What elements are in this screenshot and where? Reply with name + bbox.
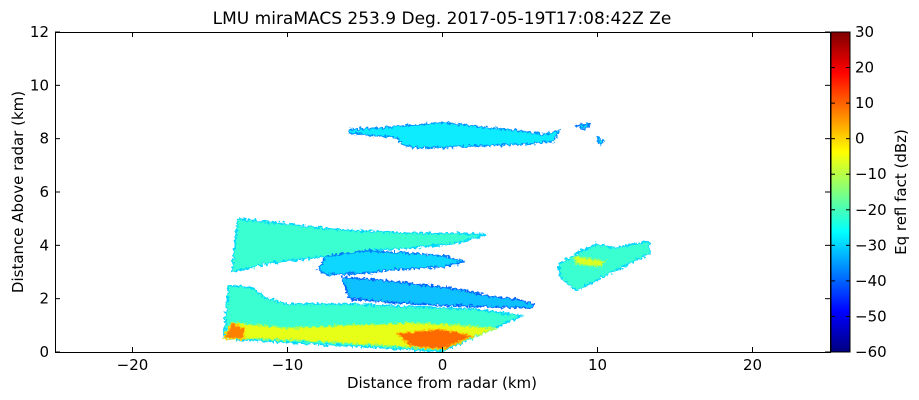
chart-title: LMU miraMACS 253.9 Deg. 2017-05-19T17:08… xyxy=(213,9,672,29)
colorbar-tick-label: −40 xyxy=(855,272,887,290)
echo-region xyxy=(340,276,536,309)
x-tick-label: −10 xyxy=(272,356,304,374)
echo-region xyxy=(573,255,607,268)
colorbar-tick-label: −10 xyxy=(855,165,887,183)
echo-region xyxy=(317,249,466,276)
y-axis-label: Distance Above radar (km) xyxy=(9,91,27,293)
colorbar-tick-label: 0 xyxy=(855,130,865,148)
y-tick-label: 12 xyxy=(30,23,49,41)
colorbar-tick-label: 20 xyxy=(855,59,874,77)
y-axis: 0 2 4 6 8 10 12 xyxy=(30,23,830,361)
echo-regions xyxy=(222,121,652,352)
echo-region xyxy=(230,217,487,273)
x-tick-label: 10 xyxy=(588,356,607,374)
colorbar-tick-label: −20 xyxy=(855,201,887,219)
echo-region xyxy=(394,328,476,351)
x-tick-label: −20 xyxy=(117,356,149,374)
y-tick-label: 4 xyxy=(39,236,49,254)
echo-region xyxy=(575,123,592,131)
colorbar-label: Eq refl fact (dBz) xyxy=(892,129,910,255)
echo-region xyxy=(222,321,245,340)
y-tick-label: 6 xyxy=(39,183,49,201)
colorbar: −60 −50 −40 −30 −20 −10 0 10 20 30 xyxy=(830,23,887,361)
y-tick-label: 0 xyxy=(39,343,49,361)
y-tick-label: 8 xyxy=(39,130,49,148)
echo-region xyxy=(596,134,605,146)
echo-region xyxy=(348,121,561,149)
x-axis-label: Distance from radar (km) xyxy=(347,374,537,392)
echo-region xyxy=(557,240,652,292)
y-tick-label: 2 xyxy=(39,290,49,308)
x-tick-label: 0 xyxy=(438,356,448,374)
colorbar-gradient xyxy=(830,31,851,353)
colorbar-tick-label: 10 xyxy=(855,94,874,112)
plot-area: −20 −10 0 10 20 0 2 4 6 8 10 12 xyxy=(30,23,831,374)
colorbar-tick-label: −50 xyxy=(855,307,887,325)
x-axis: −20 −10 0 10 20 xyxy=(117,32,762,374)
colorbar-ticks: −60 −50 −40 −30 −20 −10 0 10 20 30 xyxy=(831,23,887,361)
colorbar-tick-label: −30 xyxy=(855,236,887,254)
x-tick-label: 20 xyxy=(743,356,762,374)
colorbar-tick-label: 30 xyxy=(855,23,874,41)
colorbar-tick-label: −60 xyxy=(855,343,887,361)
y-tick-label: 10 xyxy=(30,76,49,94)
